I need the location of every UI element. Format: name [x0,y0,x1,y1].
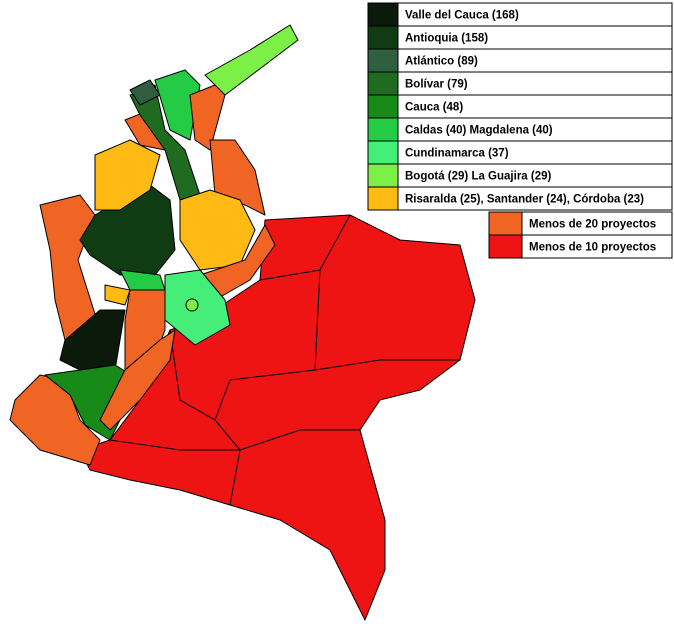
legend-label: Cundinamarca (37) [405,148,509,160]
legend-label: Menos de 10 proyectos [529,242,656,254]
legend-label: Caldas (40) Magdalena (40) [405,125,553,137]
legend-swatch [367,71,399,96]
border [109,439,240,451]
legend-swatch [367,48,399,73]
legend-swatch [367,2,399,27]
legend-swatch [367,186,399,211]
region [185,298,199,312]
region [99,329,176,431]
legend-swatch [367,140,399,165]
legend-swatch [367,25,399,50]
region [119,269,166,291]
legend-swatch [488,211,523,236]
legend-label: Menos de 20 proyectos [529,219,656,231]
legend-label: Cauca (48) [405,102,463,114]
legend: Valle del Cauca (168) Antioquia (158) Atlá… [367,2,673,259]
legend-label: Bolívar (79) [405,79,468,91]
colombia-map [9,24,476,621]
legend-label: Risaralda (25), Santander (24), Córdoba … [405,194,644,206]
region [104,284,131,306]
border [229,449,241,506]
legend-swatch [367,117,399,142]
legend-label: Antioquia (158) [405,33,488,45]
legend-swatch [367,163,399,188]
legend-swatch [367,94,399,119]
region [189,84,226,151]
border [314,359,460,371]
legend-label: Bogotá (29) La Guajira (29) [405,171,552,183]
border [169,329,216,421]
region [204,24,299,96]
legend-swatch [488,234,523,259]
legend-label: Atlántico (89) [405,56,478,68]
region [94,139,161,211]
region [179,189,256,271]
legend-label: Valle del Cauca (168) [405,10,519,22]
